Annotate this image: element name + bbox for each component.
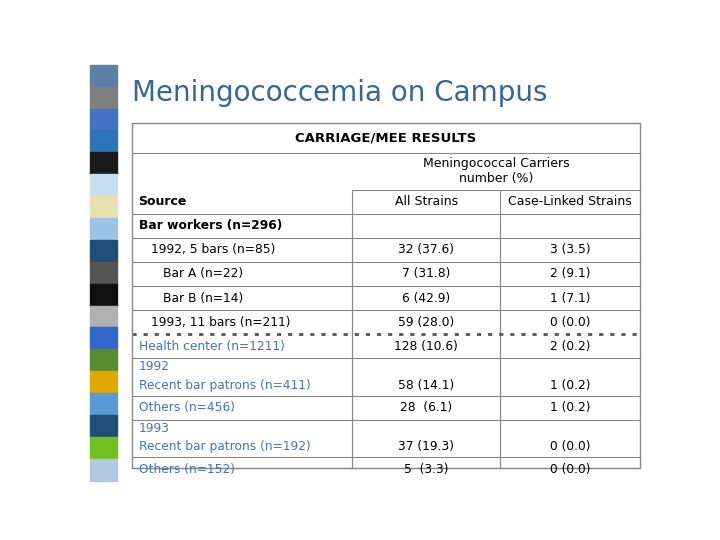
Text: All Strains: All Strains — [395, 195, 458, 208]
Text: 0 (0.0): 0 (0.0) — [549, 463, 590, 476]
Text: 1993, 11 bars (n=211): 1993, 11 bars (n=211) — [150, 316, 290, 329]
Text: 2 (0.2): 2 (0.2) — [549, 340, 590, 353]
Text: 1 (7.1): 1 (7.1) — [549, 292, 590, 305]
Text: 3 (3.5): 3 (3.5) — [549, 244, 590, 256]
Text: 6 (42.9): 6 (42.9) — [402, 292, 450, 305]
Text: 7 (31.8): 7 (31.8) — [402, 267, 451, 280]
Text: Health center (n=1211): Health center (n=1211) — [138, 340, 284, 353]
Bar — [90, 306, 117, 327]
Text: 1992, 5 bars (n=85): 1992, 5 bars (n=85) — [150, 244, 275, 256]
Text: Others (n=152): Others (n=152) — [138, 463, 235, 476]
Text: 1992: 1992 — [138, 360, 169, 373]
Text: 1 (0.2): 1 (0.2) — [549, 401, 590, 414]
Text: Recent bar patrons (n=411): Recent bar patrons (n=411) — [138, 379, 310, 392]
Bar — [90, 87, 117, 109]
Text: 2 (9.1): 2 (9.1) — [549, 267, 590, 280]
Bar — [90, 262, 117, 284]
Text: 1993: 1993 — [138, 422, 169, 435]
Text: Bar workers (n=296): Bar workers (n=296) — [138, 219, 282, 232]
Text: Case-Linked Strains: Case-Linked Strains — [508, 195, 631, 208]
Text: 32 (37.6): 32 (37.6) — [398, 244, 454, 256]
Text: CARRIAGE/MEE RESULTS: CARRIAGE/MEE RESULTS — [295, 131, 477, 145]
Bar — [90, 284, 117, 306]
Bar — [90, 371, 117, 393]
Text: Source: Source — [138, 195, 187, 208]
Bar — [90, 109, 117, 131]
Text: Meningococcal Carriers
number (%): Meningococcal Carriers number (%) — [423, 157, 570, 185]
Text: 0 (0.0): 0 (0.0) — [549, 316, 590, 329]
Text: 59 (28.0): 59 (28.0) — [398, 316, 454, 329]
Text: 58 (14.1): 58 (14.1) — [398, 379, 454, 392]
Bar — [90, 131, 117, 152]
Text: 1 (0.2): 1 (0.2) — [549, 379, 590, 392]
Text: 37 (19.3): 37 (19.3) — [398, 440, 454, 454]
Text: 0 (0.0): 0 (0.0) — [549, 440, 590, 454]
Text: Bar B (n=14): Bar B (n=14) — [163, 292, 243, 305]
Bar — [90, 196, 117, 218]
Bar — [90, 437, 117, 458]
Bar — [90, 174, 117, 196]
Bar — [90, 240, 117, 262]
Text: 5  (3.3): 5 (3.3) — [404, 463, 449, 476]
Bar — [90, 349, 117, 371]
Bar — [90, 415, 117, 437]
Text: 28  (6.1): 28 (6.1) — [400, 401, 452, 414]
Text: 128 (10.6): 128 (10.6) — [395, 340, 458, 353]
Text: Recent bar patrons (n=192): Recent bar patrons (n=192) — [138, 440, 310, 454]
Text: Meningococcemia on Campus: Meningococcemia on Campus — [132, 79, 547, 107]
Bar — [90, 327, 117, 349]
Text: Bar A (n=22): Bar A (n=22) — [163, 267, 243, 280]
Bar — [90, 65, 117, 87]
Text: Others (n=456): Others (n=456) — [138, 401, 235, 414]
Bar — [90, 393, 117, 415]
Bar — [90, 458, 117, 481]
Bar — [90, 218, 117, 240]
Bar — [90, 152, 117, 174]
